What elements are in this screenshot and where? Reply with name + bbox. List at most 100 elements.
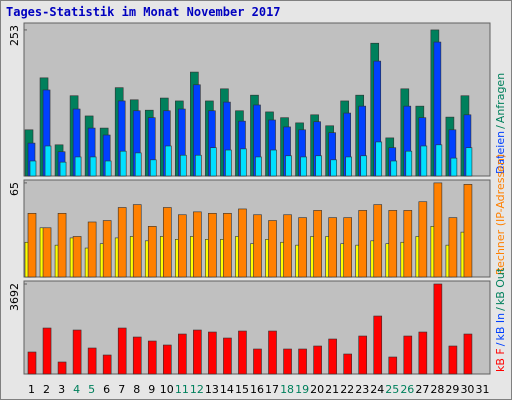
x-tick-label: 29 [445, 383, 459, 396]
bar [435, 144, 443, 177]
bar [117, 327, 127, 375]
bar [463, 184, 473, 278]
x-tick-label: 1 [28, 383, 35, 396]
bar [388, 210, 398, 278]
legend-entry: Dateien [494, 131, 507, 174]
bar [102, 220, 112, 278]
bar [313, 210, 322, 278]
bar [74, 156, 82, 177]
bar [178, 333, 187, 375]
bar [465, 147, 473, 177]
bar [208, 212, 217, 278]
bar [134, 152, 142, 177]
chart-title: Tages-Statistik im Monat November 2017 [6, 5, 281, 19]
bar [448, 345, 458, 375]
bar [373, 204, 383, 278]
x-tick-label: 21 [325, 383, 339, 396]
bar [29, 160, 37, 177]
bar [328, 217, 337, 278]
legend-separator: / [494, 307, 507, 311]
bar [388, 356, 398, 375]
legend-entry: kB Out [494, 267, 507, 305]
bar [104, 160, 112, 177]
bar [147, 340, 157, 375]
bar [132, 336, 142, 375]
bar [162, 344, 172, 375]
bar [72, 236, 82, 278]
bar [255, 156, 262, 177]
legend: Rechner (IP-Adressen) [494, 154, 507, 275]
bar [87, 347, 97, 375]
bar [300, 156, 307, 177]
bar [358, 335, 368, 375]
y-tick-label: 253 [8, 25, 21, 46]
bar [253, 348, 262, 375]
bar [268, 330, 277, 375]
x-tick-label: 18 [280, 383, 294, 396]
bar [193, 329, 202, 375]
bar [119, 150, 127, 177]
bar [418, 331, 428, 375]
bar [149, 159, 157, 177]
bar [208, 331, 217, 375]
y-tick-label: 3692 [8, 283, 21, 311]
bar [193, 211, 202, 278]
bar [313, 345, 322, 375]
x-tick-label: 5 [88, 383, 95, 396]
x-tick-label: 15 [235, 383, 249, 396]
x-tick-label: 6 [103, 383, 110, 396]
x-tick-label: 13 [205, 383, 219, 396]
bar [403, 335, 413, 375]
x-tick-label: 10 [160, 383, 174, 396]
bar [162, 207, 172, 278]
bar [27, 351, 37, 375]
bar [418, 201, 428, 278]
bar [373, 315, 383, 375]
bar [450, 157, 458, 177]
x-tick-label: 2 [43, 383, 50, 396]
bar [42, 227, 52, 278]
x-tick-label: 11 [175, 383, 189, 396]
bar [253, 214, 262, 278]
bar [57, 361, 67, 375]
bar [72, 329, 82, 375]
x-tick-label: 19 [295, 383, 309, 396]
bar [132, 204, 142, 278]
x-tick-label: 12 [190, 383, 204, 396]
bar [164, 145, 172, 177]
legend-separator: / [494, 342, 507, 346]
bar [147, 226, 157, 278]
legend-entry: Rechner (IP-Adressen) [494, 154, 507, 275]
x-tick-label: 31 [475, 383, 489, 396]
bar [283, 214, 292, 278]
bar [420, 145, 428, 177]
legend-entry: Anfragen [494, 73, 507, 123]
legend-separator: / [494, 125, 507, 129]
bar [27, 212, 37, 278]
bar [223, 337, 232, 375]
bar [240, 148, 247, 177]
x-tick-label: 17 [265, 383, 279, 396]
bar [328, 338, 337, 375]
legend-entry: kB F [494, 348, 507, 372]
bar [57, 212, 67, 278]
bar [117, 207, 127, 278]
x-tick-label: 22 [340, 383, 354, 396]
bar [403, 210, 413, 278]
x-tick-label: 8 [133, 383, 140, 396]
x-tick-label: 7 [118, 383, 125, 396]
bar [360, 155, 368, 177]
bar [238, 208, 247, 278]
bar [345, 156, 352, 177]
x-tick-label: 14 [220, 383, 234, 396]
bar [87, 221, 97, 278]
bar [315, 155, 322, 177]
x-tick-label: 23 [355, 383, 369, 396]
bar [59, 161, 67, 177]
bar [343, 217, 352, 278]
bar [298, 348, 307, 375]
bar [268, 220, 277, 278]
bar [89, 156, 97, 177]
x-tick-label: 30 [460, 383, 474, 396]
bar [102, 354, 112, 375]
